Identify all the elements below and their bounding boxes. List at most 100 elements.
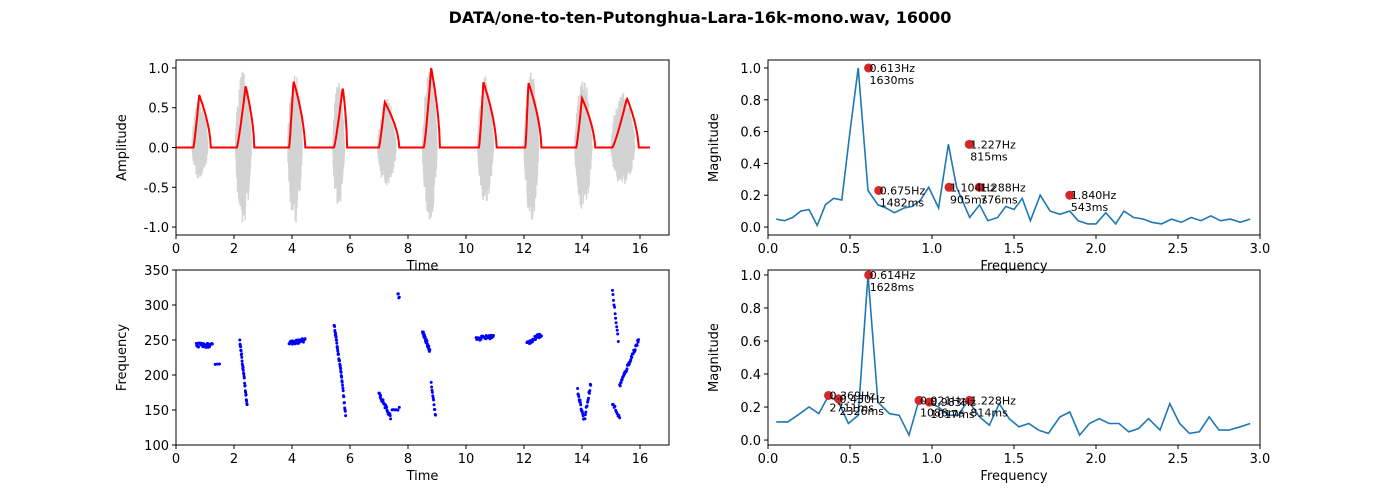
- peak-label-period: 776ms: [980, 193, 1018, 206]
- amplitude-xtick-label: 0: [172, 242, 180, 257]
- spectrum-top-xtick-label: 2.5: [1168, 242, 1189, 257]
- amplitude-ytick-label: -1.0: [144, 221, 169, 236]
- amplitude-xtick-label: 2: [230, 242, 238, 257]
- spectrum-top-xtick-label: 0.5: [840, 242, 861, 257]
- waveform-segment: [287, 75, 303, 223]
- pitch-point: [616, 332, 620, 336]
- spectrum-top-xtick-label: 3.0: [1250, 242, 1271, 257]
- pitch-point: [334, 331, 338, 335]
- peak-marker: [914, 395, 924, 405]
- pitch-point: [340, 375, 344, 379]
- pitch-point: [581, 414, 585, 418]
- spectrum-bottom-ytick-label: 0.8: [740, 302, 761, 317]
- pitch-point: [616, 340, 620, 343]
- spectrum-bottom-ytick-label: 0.0: [740, 434, 761, 449]
- pitch-point: [239, 345, 243, 349]
- peak-marker: [864, 270, 874, 280]
- amplitude-xtick-label: 14: [574, 242, 591, 257]
- pitch-point: [197, 345, 200, 349]
- pitch-point: [611, 288, 614, 292]
- pitch-point: [635, 343, 639, 347]
- pitch-x-label: Time: [406, 469, 439, 484]
- pitch-point: [333, 325, 337, 328]
- pitch-point: [341, 389, 345, 393]
- pitch-point: [244, 390, 248, 394]
- pitch-point: [637, 338, 640, 342]
- peak-label-frequency: 1.228Hz: [970, 394, 1016, 407]
- spectrum-top-xtick-label: 2.0: [1086, 242, 1107, 257]
- spectrum-top-ytick-label: 0.4: [740, 157, 761, 172]
- pitch-point: [583, 417, 587, 421]
- spectrum-bottom-xtick-label: 2.5: [1168, 452, 1189, 467]
- peak-label-period: 2711ms: [830, 401, 875, 414]
- peak-marker: [924, 397, 934, 407]
- pitch-point: [339, 370, 343, 374]
- pitch-point: [239, 349, 243, 353]
- peak-label-frequency: 1.840Hz: [1071, 189, 1117, 202]
- amplitude-plot-area: [176, 67, 650, 223]
- spectrum-top-ytick-label: 0.6: [740, 126, 761, 141]
- spectrum-bottom-xtick-label: 0.5: [840, 452, 861, 467]
- pitch-point: [585, 404, 589, 408]
- pitch-point: [421, 330, 425, 334]
- spectrum-top-ytick-label: 0.2: [740, 189, 761, 204]
- pitch-point: [385, 406, 389, 409]
- peak-label-period: 814ms: [970, 406, 1008, 419]
- spectrum-bottom-x-label: Frequency: [980, 469, 1047, 484]
- pitch-point: [618, 416, 622, 420]
- pitch-point: [342, 401, 346, 405]
- peak-label-period: 815ms: [970, 150, 1008, 163]
- peak-label-period: 1628ms: [870, 281, 915, 294]
- pitch-point: [618, 384, 622, 388]
- pitch-point: [613, 404, 617, 408]
- pitch-point: [615, 328, 619, 332]
- pitch-point: [579, 403, 583, 407]
- pitch-point: [201, 345, 205, 349]
- pitch-xtick-label: 14: [574, 452, 591, 467]
- pitch-point: [539, 334, 543, 338]
- pitch-point: [397, 405, 401, 409]
- pitch-point: [334, 335, 338, 339]
- pitch-xtick-label: 12: [516, 452, 533, 467]
- pitch-point: [397, 295, 401, 299]
- pitch-point: [425, 339, 429, 343]
- pitch-point: [396, 408, 400, 412]
- spectrum-bottom-xtick-label: 1.5: [1004, 452, 1025, 467]
- pitch-point: [612, 303, 616, 307]
- spectrum-top-ytick-label: 1.0: [740, 62, 761, 77]
- peak-label-frequency: 1.288Hz: [980, 181, 1026, 194]
- pitch-point: [244, 393, 248, 396]
- pitch-point: [629, 358, 633, 362]
- pitch-point: [588, 389, 592, 393]
- pitch-point: [429, 380, 433, 384]
- spectrum-top-plot-area: [776, 63, 1251, 228]
- pitch-ytick-label: 350: [144, 264, 169, 279]
- pitch-point: [242, 372, 246, 376]
- peak-label-period: 543ms: [1071, 201, 1109, 214]
- pitch-point: [492, 334, 495, 337]
- spectrum-top-ytick-label: 0.8: [740, 94, 761, 109]
- pitch-point: [241, 368, 245, 372]
- pitch-point: [215, 362, 219, 366]
- amplitude-xtick-label: 4: [288, 242, 296, 257]
- pitch-point: [238, 338, 242, 342]
- pitch-point: [625, 367, 629, 371]
- pitch-plot-area: [194, 288, 640, 421]
- pitch-point: [587, 391, 591, 395]
- pitch-point: [636, 340, 640, 344]
- pitch-xtick-label: 10: [458, 452, 475, 467]
- pitch-point: [379, 394, 383, 397]
- peak-label-period: 1482ms: [880, 196, 925, 209]
- pitch-point: [341, 383, 344, 387]
- peak-label-period: 2326ms: [840, 405, 885, 418]
- pitch-xtick-label: 0: [172, 452, 180, 467]
- spectrum-top-xtick-label: 1.5: [1004, 242, 1025, 257]
- pitch-point: [335, 338, 339, 342]
- pitch-point: [430, 385, 434, 389]
- pitch-ytick-label: 200: [144, 369, 169, 384]
- peak-label-period: 1086ms: [920, 406, 965, 419]
- pitch-point: [619, 380, 623, 384]
- amplitude-ticks: 0 2 4 6 8 10 12 14 16 -1.0 -0.5 0.0 0.5 1.0: [144, 62, 649, 257]
- peak-marker: [864, 63, 874, 73]
- amplitude-xtick-label: 12: [516, 242, 533, 257]
